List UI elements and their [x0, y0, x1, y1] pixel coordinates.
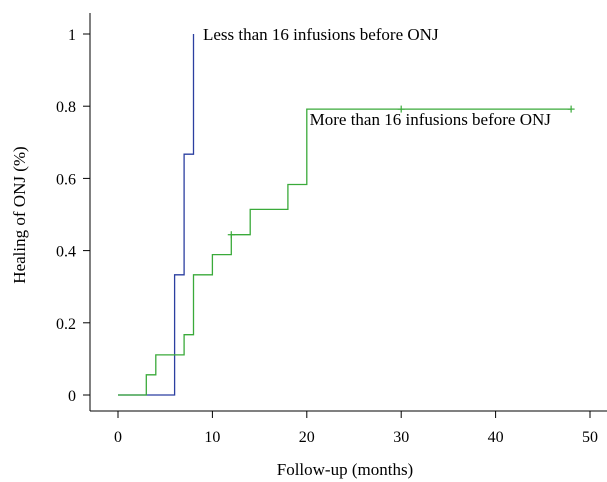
- y-tick-label: 0.2: [56, 316, 76, 333]
- y-tick-label: 0.4: [56, 244, 76, 261]
- x-tick-label: 30: [393, 429, 409, 446]
- y-tick-label: 0.8: [56, 99, 76, 116]
- annotation-layer: Less than 16 infusions before ONJ More t…: [203, 25, 551, 129]
- series-layer: [118, 34, 575, 396]
- y-axis-title: Healing of ONJ (%): [10, 146, 29, 283]
- x-tick-label: 10: [204, 429, 220, 446]
- y-tick-label: 0: [68, 388, 76, 405]
- series-1-line: [118, 108, 572, 396]
- x-axis-title: Follow-up (months): [277, 460, 413, 479]
- x-tick-label: 20: [299, 429, 315, 446]
- x-tick-label: 50: [582, 429, 598, 446]
- annotation-more-than-16: More than 16 infusions before ONJ: [310, 110, 552, 129]
- y-ticks: 0 0.2 0.4 0.6 0.8 1: [56, 27, 90, 405]
- plot-frame: [89, 13, 607, 412]
- x-ticks: 0 10 20 30 40 50: [114, 411, 598, 446]
- x-tick-label: 40: [488, 429, 504, 446]
- annotation-less-than-16: Less than 16 infusions before ONJ: [203, 25, 439, 44]
- series-0-line: [118, 34, 195, 396]
- y-tick-label: 0.6: [56, 171, 76, 188]
- y-tick-label: 1: [68, 27, 76, 44]
- x-tick-label: 0: [114, 429, 122, 446]
